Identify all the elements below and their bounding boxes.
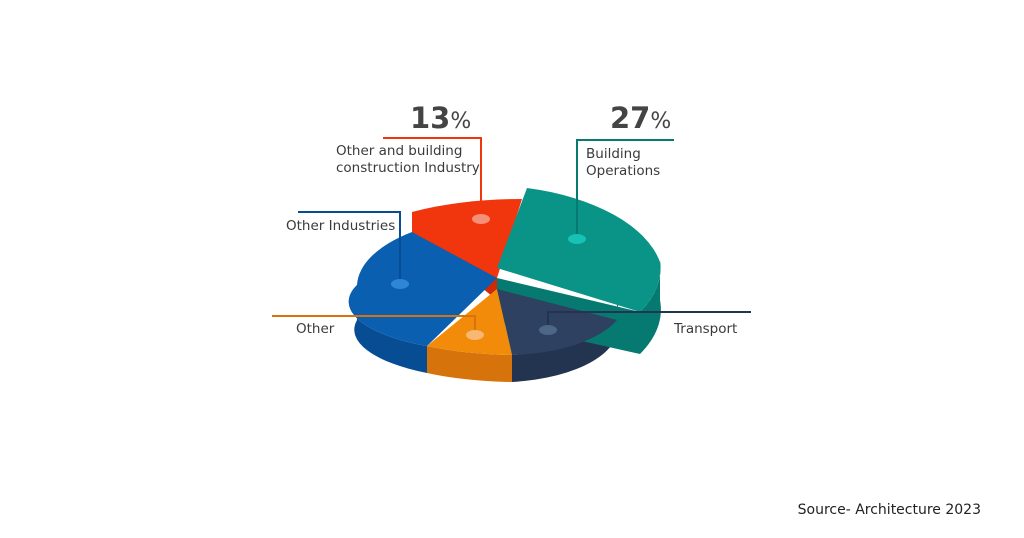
pie-slice-side-building-operations-outer	[640, 260, 661, 354]
leader-line-other	[272, 315, 476, 334]
leader-dot-other	[466, 330, 484, 340]
value-label-other-construction: 13%	[410, 101, 472, 135]
pie-slice-side-other	[427, 346, 512, 382]
slice-label-building-operations: Building Operations	[586, 146, 661, 179]
leader-line-transport	[547, 311, 751, 330]
slice-label-other-industries: Other Industries	[286, 218, 396, 234]
leader-dot-building-operations	[568, 234, 586, 244]
slice-label-other-construction: Other and building construction Industry	[336, 143, 480, 176]
leader-line-building-operations	[576, 139, 674, 238]
leader-dot-other-industries	[391, 279, 409, 289]
pie-slice-other-construction	[412, 198, 522, 278]
leader-line-other-industries	[298, 211, 401, 284]
pie-slice-other-industries	[348, 232, 497, 346]
slice-label-other: Other	[296, 321, 335, 337]
pie-slice-transport	[497, 289, 617, 355]
slice-label-transport: Transport	[674, 321, 738, 337]
source-note: Source- Architecture 2023	[797, 502, 981, 518]
leader-dot-other-construction	[472, 214, 490, 224]
pie-slice-side-other-industries	[348, 285, 427, 373]
pie-slice-other	[427, 289, 512, 355]
value-label-building-operations: 27%	[610, 101, 672, 135]
pie-slice-side-transport	[512, 292, 619, 382]
leader-dot-transport	[539, 325, 557, 335]
pie-slice-building-operations	[497, 188, 661, 312]
leader-line-other-construction	[383, 137, 482, 217]
